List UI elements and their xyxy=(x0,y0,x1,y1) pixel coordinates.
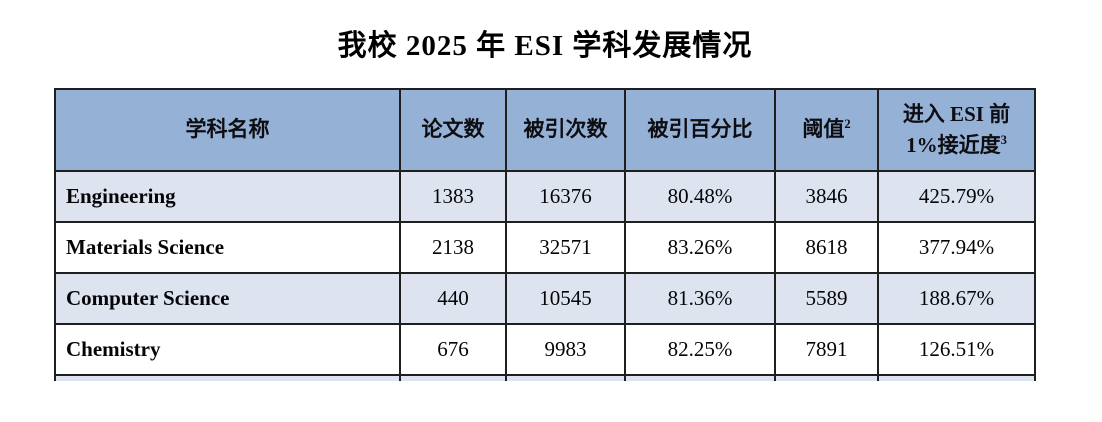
table-row-engineering: Engineering 1383 16376 80.48% 3846 425.7… xyxy=(54,170,1036,223)
cell-paper-count: 1383 xyxy=(399,170,507,223)
cell-citation-percentage: 82.25% xyxy=(624,323,776,376)
cell-threshold: 3846 xyxy=(774,170,879,223)
cell-citation-percentage: 81.36% xyxy=(624,272,776,325)
cell-subject-name: Materials Science xyxy=(54,221,401,274)
table-row-chemistry: Chemistry 676 9983 82.25% 7891 126.51% xyxy=(54,323,1036,376)
cell-citation-count: 32571 xyxy=(505,221,626,274)
cell-paper-count xyxy=(399,374,507,381)
cell-proximity xyxy=(877,374,1036,381)
cell-subject-name xyxy=(54,374,401,381)
cell-subject-name: Engineering xyxy=(54,170,401,223)
cell-threshold: 7891 xyxy=(774,323,879,376)
column-header-subject-name: 学科名称 xyxy=(54,88,401,172)
proximity-footnote-marker: 3 xyxy=(1000,133,1007,147)
cell-citation-percentage xyxy=(624,374,776,381)
cell-citation-percentage: 83.26% xyxy=(624,221,776,274)
cell-citation-count: 9983 xyxy=(505,323,626,376)
cell-citation-percentage: 80.48% xyxy=(624,170,776,223)
cell-citation-count: 10545 xyxy=(505,272,626,325)
cell-paper-count: 676 xyxy=(399,323,507,376)
cell-threshold: 8618 xyxy=(774,221,879,274)
table-row-materials-science: Materials Science 2138 32571 83.26% 8618… xyxy=(54,221,1036,274)
cell-proximity: 126.51% xyxy=(877,323,1036,376)
table-row-computer-science: Computer Science 440 10545 81.36% 5589 1… xyxy=(54,272,1036,325)
threshold-footnote-marker: 2 xyxy=(844,117,851,132)
table-row-partial-cutoff xyxy=(54,374,1036,381)
cell-threshold xyxy=(774,374,879,381)
column-header-threshold: 阈值2 xyxy=(774,88,879,172)
cell-threshold: 5589 xyxy=(774,272,879,325)
cell-citation-count xyxy=(505,374,626,381)
column-header-paper-count: 论文数 xyxy=(399,88,507,172)
cell-paper-count: 2138 xyxy=(399,221,507,274)
column-header-citation-percentage: 被引百分比 xyxy=(624,88,776,172)
cell-proximity: 377.94% xyxy=(877,221,1036,274)
table-container: 学科名称 论文数 被引次数 被引百分比 阈值2 进入 ESI 前 1%接近度3 E… xyxy=(54,88,1038,381)
cell-citation-count: 16376 xyxy=(505,170,626,223)
esi-disciplines-table: 学科名称 论文数 被引次数 被引百分比 阈值2 进入 ESI 前 1%接近度3 E… xyxy=(54,88,1036,381)
cell-paper-count: 440 xyxy=(399,272,507,325)
document-title: 我校 2025 年 ESI 学科发展情况 xyxy=(337,30,753,62)
cell-subject-name: Computer Science xyxy=(54,272,401,325)
cell-proximity: 188.67% xyxy=(877,272,1036,325)
column-header-citation-count: 被引次数 xyxy=(505,88,626,172)
column-header-esi-proximity: 进入 ESI 前 1%接近度3 xyxy=(877,88,1036,172)
cell-subject-name: Chemistry xyxy=(54,323,401,376)
cell-proximity: 425.79% xyxy=(877,170,1036,223)
table-header-row: 学科名称 论文数 被引次数 被引百分比 阈值2 进入 ESI 前 1%接近度3 xyxy=(54,88,1036,172)
